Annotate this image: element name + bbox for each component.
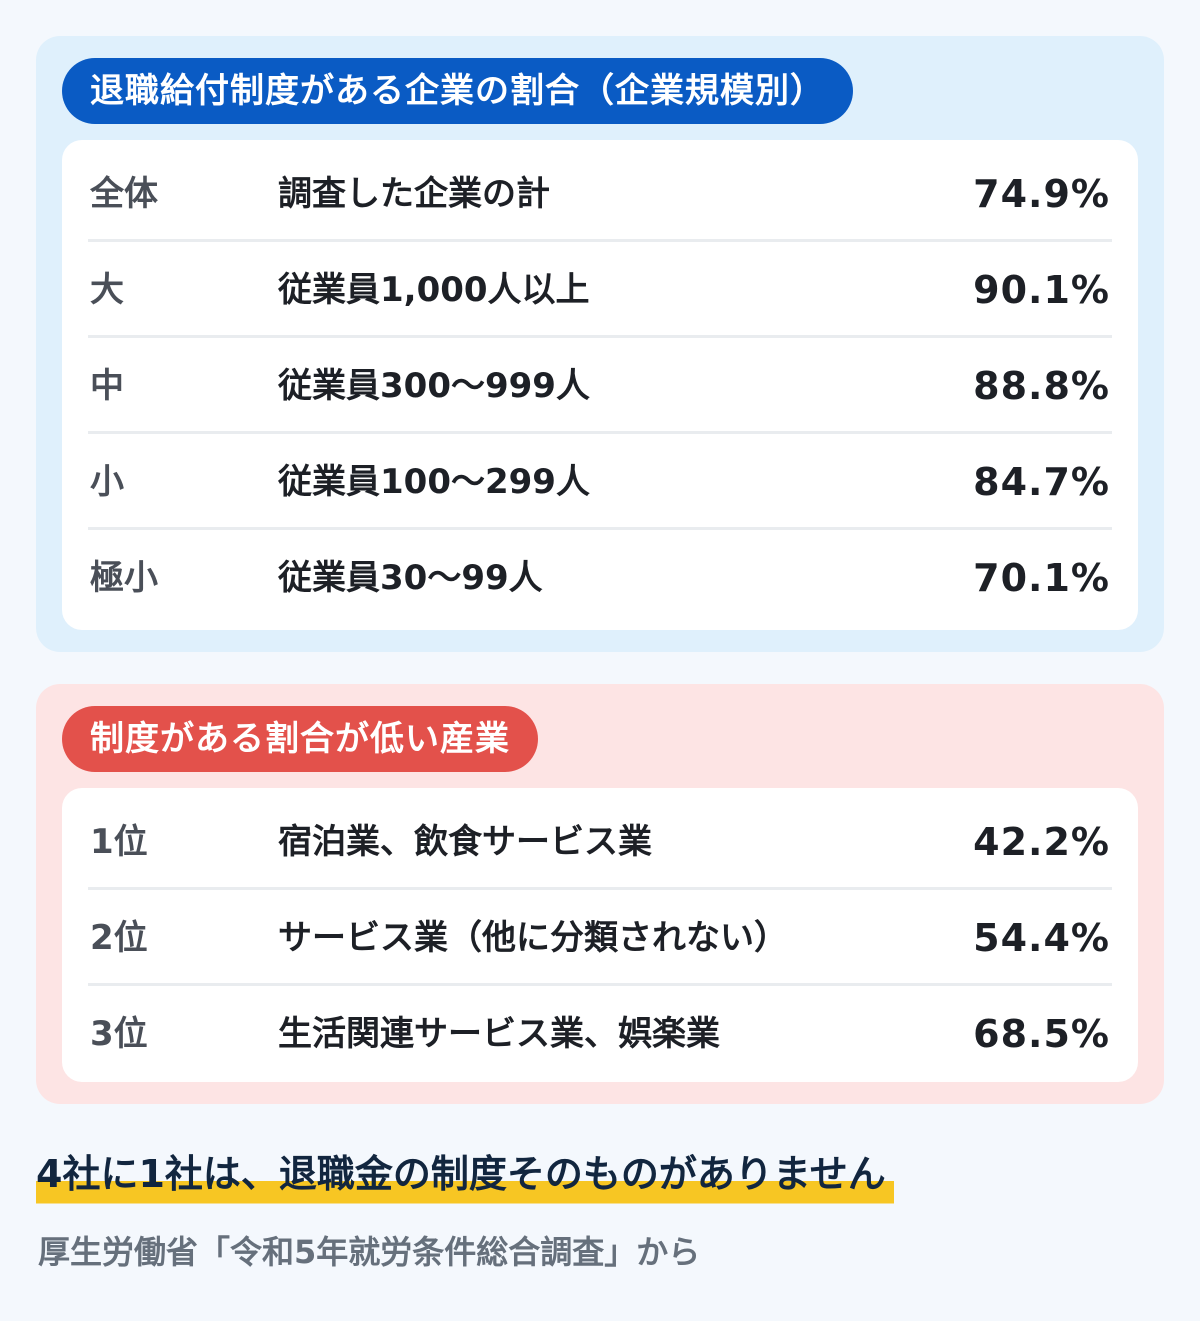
row-value: 88.8% (973, 364, 1110, 408)
row-description: 従業員300〜999人 (278, 366, 590, 406)
company-size-table: 全体 調査した企業の計 74.9% 大 従業員1,000人以上 90.1% 中 … (62, 140, 1138, 630)
row-value: 70.1% (973, 556, 1110, 600)
table-row: 小 従業員100〜299人 84.7% (88, 431, 1112, 530)
row-label: 大 (90, 270, 124, 310)
row-label: 極小 (90, 558, 158, 598)
row-label: 中 (90, 366, 124, 406)
row-value: 90.1% (973, 268, 1110, 312)
industry-table: 1位 宿泊業、飲食サービス業 42.2% 2位 サービス業（他に分類されない） … (62, 788, 1138, 1082)
rank-label: 2位 (90, 918, 148, 958)
table-row: 3位 生活関連サービス業、娯楽業 68.5% (88, 983, 1112, 1082)
row-value: 84.7% (973, 460, 1110, 504)
table-row: 1位 宿泊業、飲食サービス業 42.2% (88, 794, 1112, 890)
table-row: 2位 サービス業（他に分類されない） 54.4% (88, 887, 1112, 986)
rank-label: 3位 (90, 1014, 148, 1054)
row-value: 68.5% (973, 1012, 1110, 1056)
table-row: 極小 従業員30〜99人 70.1% (88, 527, 1112, 626)
row-description: 従業員30〜99人 (278, 558, 543, 598)
industry-title: 制度がある割合が低い産業 (62, 706, 538, 772)
table-row: 中 従業員300〜999人 88.8% (88, 335, 1112, 434)
row-value: 54.4% (973, 916, 1110, 960)
row-description: 調査した企業の計 (278, 174, 550, 214)
industry-name: 生活関連サービス業、娯楽業 (278, 1014, 720, 1054)
company-size-title: 退職給付制度がある企業の割合（企業規模別） (62, 58, 853, 124)
row-description: 従業員1,000人以上 (278, 270, 590, 310)
company-size-panel: 退職給付制度がある企業の割合（企業規模別） 全体 調査した企業の計 74.9% … (36, 36, 1164, 652)
row-label: 小 (90, 462, 124, 502)
industry-name: 宿泊業、飲食サービス業 (278, 822, 652, 862)
row-description: 従業員100〜299人 (278, 462, 590, 502)
source-note: 厚生労働省「令和5年就労条件総合調査」から (38, 1233, 701, 1271)
rank-label: 1位 (90, 822, 148, 862)
table-row: 全体 調査した企業の計 74.9% (88, 146, 1112, 242)
industry-panel: 制度がある割合が低い産業 1位 宿泊業、飲食サービス業 42.2% 2位 サービ… (36, 684, 1164, 1104)
row-value: 74.9% (973, 172, 1110, 216)
row-value: 42.2% (973, 820, 1110, 864)
industry-name: サービス業（他に分類されない） (278, 918, 788, 958)
table-row: 大 従業員1,000人以上 90.1% (88, 239, 1112, 338)
row-label: 全体 (90, 174, 158, 214)
summary-headline: 4社に1社は、退職金の制度そのものがありません (36, 1146, 894, 1206)
